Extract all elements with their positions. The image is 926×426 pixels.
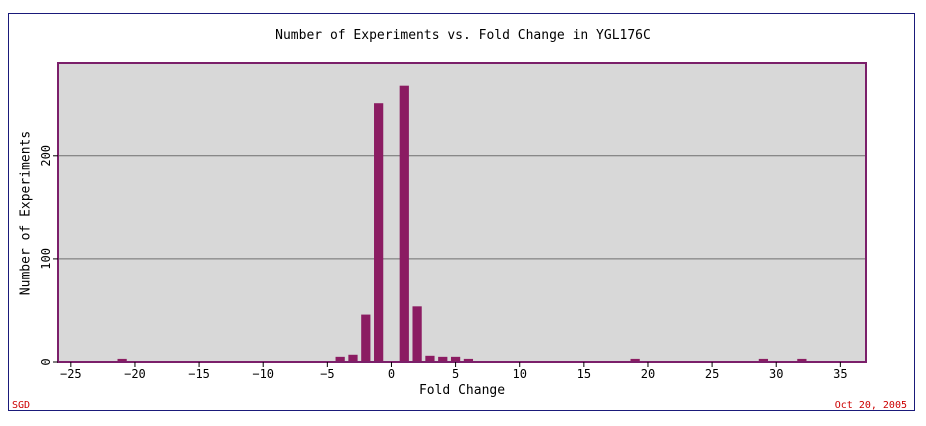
bar [412, 306, 422, 362]
y-tick-label: 100 [39, 248, 53, 270]
bar [361, 314, 371, 362]
x-tick-label: 25 [705, 367, 719, 381]
bar [117, 358, 127, 362]
x-tick-label: 10 [512, 367, 526, 381]
source-label: SGD [12, 400, 31, 411]
bar [399, 85, 409, 362]
bar [438, 356, 448, 362]
x-tick-label: 35 [833, 367, 847, 381]
x-tick-label: −5 [320, 367, 334, 381]
y-tick-label: 0 [39, 358, 53, 365]
x-tick-label: 5 [452, 367, 459, 381]
x-tick-label: −25 [60, 367, 82, 381]
x-tick-label: −15 [188, 367, 210, 381]
bar [630, 358, 640, 362]
bar [758, 358, 769, 362]
x-tick-label: 15 [577, 367, 591, 381]
bar [463, 358, 474, 362]
x-tick-label: −10 [252, 367, 274, 381]
date-label: Oct 20, 2005 [834, 400, 907, 411]
bar [450, 356, 461, 362]
x-tick-label: 30 [769, 367, 783, 381]
chart-title: Number of Experiments vs. Fold Change in… [275, 28, 651, 43]
bar [335, 356, 345, 362]
bar [374, 103, 384, 363]
bar [425, 355, 435, 362]
x-tick-label: 0 [388, 367, 395, 381]
plot-area [58, 63, 866, 362]
y-axis-label: Number of Experiments [18, 130, 34, 296]
x-axis-label: Fold Change [418, 383, 506, 398]
bar [797, 358, 807, 362]
x-tick-label: −20 [124, 367, 146, 381]
bar [348, 354, 358, 362]
plot-border [57, 62, 867, 363]
x-tick-label: 20 [641, 367, 655, 381]
y-tick-label: 200 [39, 145, 53, 167]
